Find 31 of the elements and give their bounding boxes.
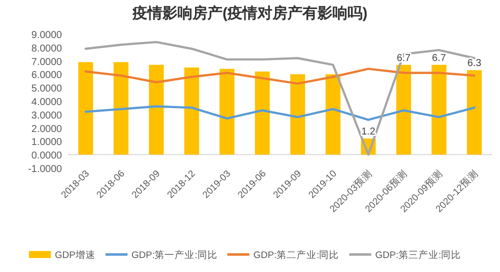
chart-title: 疫情影响房产(疫情对房产有影响吗) — [132, 4, 368, 22]
y-tick-label: 3.0000 — [31, 110, 62, 122]
legend-label: GDP:第二产业:同比 — [253, 249, 340, 261]
data-label: 6.7 — [396, 52, 412, 64]
y-tick-label: -1.0000 — [28, 164, 62, 175]
bar — [254, 72, 270, 155]
y-tick-label: 0.0000 — [31, 150, 62, 162]
bar — [432, 64, 446, 155]
bar — [114, 62, 128, 155]
y-tick-label: 1.0000 — [31, 137, 62, 148]
data-label: 6.7 — [432, 52, 446, 64]
data-label: 6.3 — [467, 58, 482, 70]
legend-label: GDP:第三产业:同比 — [375, 249, 462, 261]
legend-label: GDP增速 — [54, 249, 96, 261]
legend-label: GDP:第一产业:同比 — [131, 249, 218, 261]
bar — [78, 62, 94, 155]
y-tick-label: 9.0000 — [31, 30, 62, 41]
bar — [184, 68, 200, 155]
data-label: 1.2 — [361, 126, 376, 138]
bar — [220, 68, 234, 155]
bar — [466, 70, 482, 155]
bar — [326, 74, 340, 155]
bar — [396, 64, 412, 155]
y-tick-label: 2.0000 — [31, 124, 62, 135]
y-tick-label: 5.0000 — [31, 84, 62, 95]
bar — [290, 74, 306, 155]
y-tick-label: 4.0000 — [31, 97, 62, 108]
bar — [148, 64, 164, 155]
y-tick-label: 6.0000 — [31, 70, 62, 82]
y-tick-label: 7.0000 — [31, 56, 62, 68]
y-tick-label: 8.0000 — [31, 43, 62, 54]
